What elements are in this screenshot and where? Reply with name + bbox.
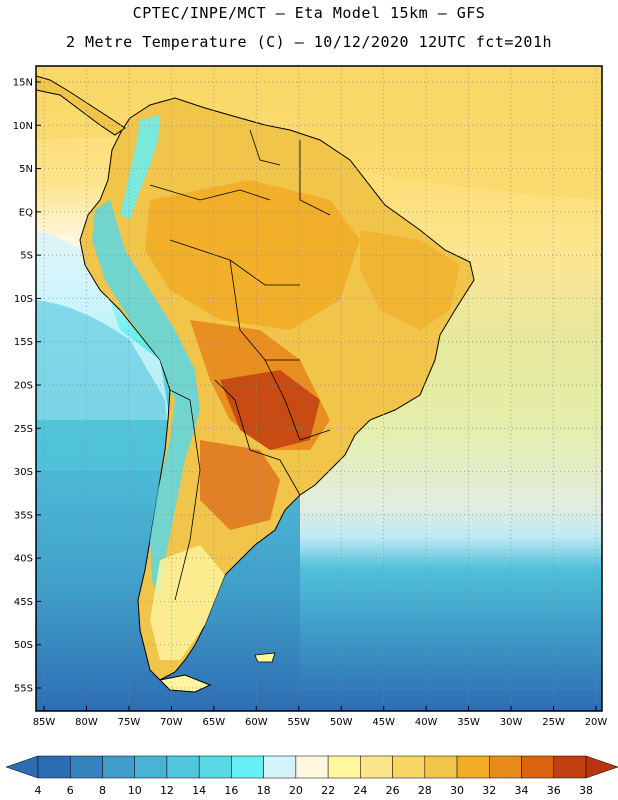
- lon-label: 60W: [245, 717, 268, 728]
- lon-label: 35W: [457, 717, 480, 728]
- colorbar-label: 6: [67, 784, 74, 797]
- colorbar-label: 20: [289, 784, 303, 797]
- country-borders: [149, 129, 331, 601]
- lat-label: 30S: [14, 467, 33, 478]
- colorbar-label: 26: [386, 784, 400, 797]
- lat-label: 15N: [13, 78, 33, 89]
- colorbar-segment: [134, 755, 168, 779]
- lon-label: 70W: [160, 717, 183, 728]
- colorbar-segment: [231, 755, 264, 779]
- lat-label: 35S: [14, 510, 33, 521]
- map-frame: [35, 65, 603, 712]
- lat-label: 10S: [14, 294, 33, 305]
- colorbar-label: 32: [482, 784, 496, 797]
- lon-label: 20W: [585, 717, 608, 728]
- colorbar-segment: [392, 755, 426, 779]
- latitude-labels: 15N 10N 5N EQ 5S 10S 15S 20S 25S 30S 35S 40S 45S 50S 5…: [13, 78, 41, 695]
- lon-label: 65W: [203, 717, 226, 728]
- lon-label: 80W: [75, 717, 98, 728]
- colorbar-label: 30: [450, 784, 464, 797]
- colorbar-label: 18: [257, 784, 271, 797]
- colorbar-segment: [521, 755, 555, 779]
- colorbar-segment: [489, 755, 522, 779]
- colorbar-low-arrow: [5, 755, 39, 779]
- colorbar-label: 16: [224, 784, 238, 797]
- lon-label: 50W: [330, 717, 353, 728]
- lat-label: 10N: [13, 121, 33, 132]
- longitude-labels: 85W 80W 75W 70W 65W 60W 55W 50W 45W 40W 35W 30W 25W 2…: [33, 706, 608, 728]
- colorbar-label: 10: [128, 784, 142, 797]
- colorbar-label: 28: [418, 784, 432, 797]
- lat-label: 50S: [14, 640, 33, 651]
- colorbar-segment: [37, 755, 71, 779]
- colorbar-label: 12: [160, 784, 174, 797]
- lat-label: 5N: [19, 164, 33, 175]
- lat-label: 45S: [14, 597, 33, 608]
- lon-label: 55W: [287, 717, 310, 728]
- lon-label: 75W: [118, 717, 141, 728]
- colorbar-segment: [263, 755, 297, 779]
- colorbar: 4 6 8 10 12 14 16 18 20 22 24 26 28 30 32 34 36 38: [5, 755, 618, 797]
- colorbar-segment: [553, 755, 587, 779]
- lat-label: 25S: [14, 424, 33, 435]
- lon-label: 45W: [372, 717, 395, 728]
- colorbar-segment: [456, 755, 490, 779]
- colorbar-label: 34: [515, 784, 529, 797]
- colorbar-high-arrow: [585, 755, 618, 779]
- lon-label: 25W: [542, 717, 565, 728]
- lat-label: 5S: [20, 251, 33, 262]
- title-line-1: CPTEC/INPE/MCT – Eta Model 15km – GFS: [132, 4, 486, 22]
- lon-label: 40W: [415, 717, 438, 728]
- colorbar-segment: [295, 755, 329, 779]
- colorbar-segment: [69, 755, 103, 779]
- colorbar-label: 14: [192, 784, 206, 797]
- lat-label: 55S: [14, 684, 33, 695]
- ocean-field: [36, 66, 602, 711]
- colorbar-label: 38: [579, 784, 593, 797]
- colorbar-label: 22: [321, 784, 335, 797]
- lat-label: 40S: [14, 554, 33, 565]
- lon-label: 30W: [500, 717, 523, 728]
- lon-label: 85W: [33, 717, 56, 728]
- colorbar-label: 36: [547, 784, 561, 797]
- colorbar-segment: [102, 755, 135, 779]
- colorbar-label: 8: [99, 784, 106, 797]
- colorbar-segment: [424, 755, 458, 779]
- colorbar-segment: [198, 755, 232, 779]
- title-line-2: 2 Metre Temperature (C) – 10/12/2020 12U…: [65, 33, 553, 51]
- lat-label: 15S: [14, 337, 33, 348]
- colorbar-segment: [360, 755, 393, 779]
- lat-label: EQ: [19, 207, 33, 218]
- colorbar-segment: [327, 755, 361, 779]
- colorbar-label: 4: [35, 784, 42, 797]
- lat-label: 20S: [14, 381, 33, 392]
- colorbar-label: 24: [353, 784, 367, 797]
- colorbar-segment: [166, 755, 200, 779]
